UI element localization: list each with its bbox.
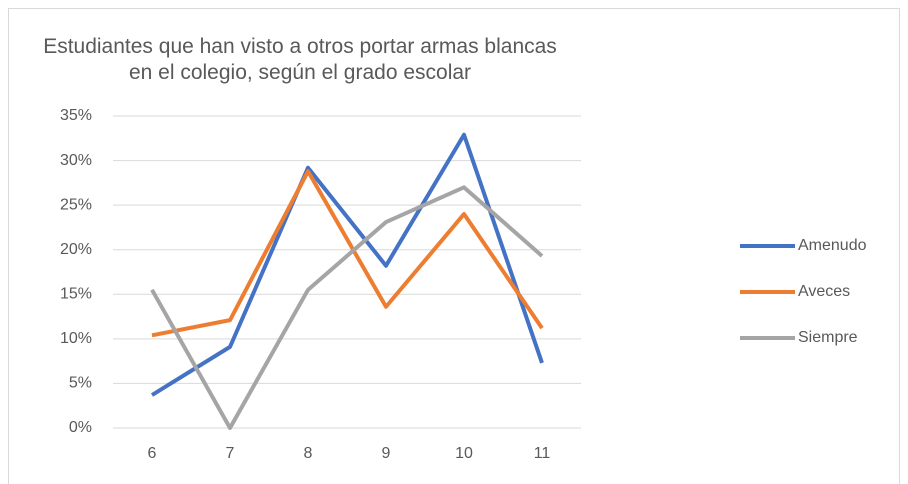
y-tick-label: 0% [69,419,92,436]
chart-title: Estudiantes que han visto a otros portar… [43,35,557,84]
y-tick-label: 15% [60,286,92,303]
line-series [150,185,544,430]
chart-frame [8,8,900,484]
legend-label: Amenudo [798,237,867,254]
y-tick-label: 25% [60,196,92,213]
y-tick-label: 30% [60,152,92,169]
y-tick-label: 10% [60,330,92,347]
line-series [151,169,544,338]
y-tick-label: 35% [60,107,92,124]
y-tick-label: 5% [69,375,92,392]
legend-label: Aveces [798,283,850,300]
x-tick-label: 7 [226,445,235,462]
x-tick-label: 9 [382,445,391,462]
x-tick-label: 11 [534,445,551,462]
y-tick-label: 20% [60,241,92,258]
x-tick-label: 10 [455,445,473,462]
x-tick-label: 6 [148,445,157,462]
x-tick-label: 8 [304,445,313,462]
legend-label: Siempre [798,329,858,346]
line-series [150,132,544,397]
